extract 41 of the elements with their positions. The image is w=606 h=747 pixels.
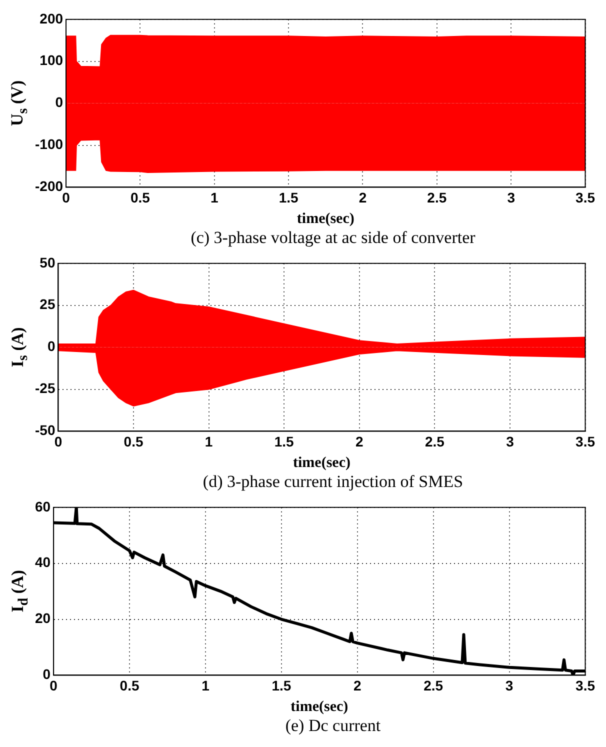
x-tick-label: 1 — [202, 677, 210, 694]
y-tick-label: -200 — [34, 178, 64, 194]
x-tick-label: 2 — [354, 677, 362, 694]
x-tick-label: 3.5 — [576, 677, 596, 694]
y-tick-label: 50 — [40, 254, 56, 270]
x-tick-label: 3.5 — [576, 189, 596, 206]
y-tick-label: -50 — [35, 422, 56, 438]
y-tick-label: 40 — [34, 554, 51, 570]
x-tick-label: 2.5 — [424, 433, 445, 450]
x-tick-label: 2.5 — [427, 189, 447, 206]
x-tick-label: 1 — [210, 189, 218, 206]
x-tick-label: 1.5 — [274, 433, 294, 450]
y-tick-label: -25 — [35, 380, 56, 396]
y-tick-label: 60 — [34, 498, 51, 514]
x-axis-title: time(sec) — [290, 698, 348, 715]
y-tick-label: 0 — [47, 338, 56, 354]
x-axis-title: time(sec) — [296, 210, 354, 227]
x-tick-label: 2 — [358, 189, 367, 206]
y-tick-label: -100 — [34, 136, 64, 152]
x-tick-label: 3 — [506, 433, 514, 450]
x-tick-label: 0.5 — [130, 189, 150, 206]
x-tick-label: 1.5 — [272, 677, 292, 694]
x-tick-label: 1 — [204, 433, 213, 450]
y-tick-label: 0 — [42, 666, 51, 682]
text: (e) Dc current — [284, 716, 382, 736]
x-tick-label: 2.5 — [424, 677, 444, 694]
y-tick-label: 200 — [40, 10, 64, 26]
text: (d) 3-phase current injection of SMES — [202, 472, 464, 492]
y-tick-label: 20 — [34, 610, 51, 626]
x-tick-label: 3 — [505, 677, 514, 694]
y-tick-label: 0 — [55, 94, 64, 110]
x-tick-label: 3.5 — [576, 433, 596, 450]
x-tick-label: 1.5 — [278, 189, 298, 206]
x-tick-label: 3 — [507, 189, 516, 206]
text: (c) 3-phase voltage at ac side of converter — [190, 228, 476, 248]
x-axis-title: time(sec) — [293, 454, 350, 471]
y-tick-label: 25 — [40, 296, 56, 312]
x-tick-label: 2 — [356, 433, 364, 450]
y-tick-label: 100 — [40, 52, 64, 68]
x-tick-label: 0.5 — [124, 433, 144, 450]
x-tick-label: 0.5 — [120, 677, 140, 694]
